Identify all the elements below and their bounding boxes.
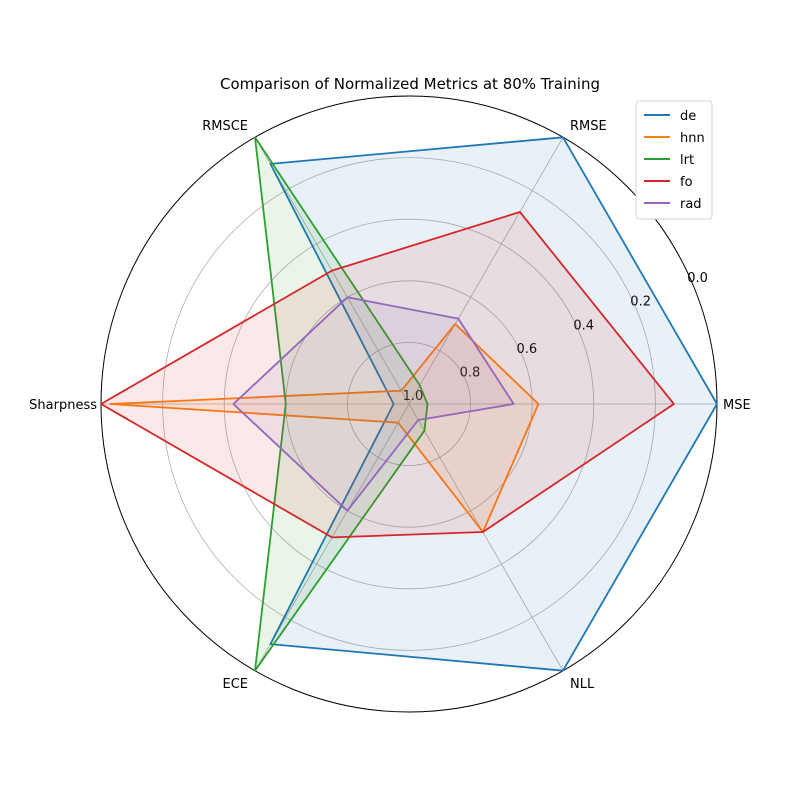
radial-grid: 0.0 0.2 0.4 0.6 0.8 1.0 [100,95,718,713]
radial-tick-label: 0.2 [630,295,651,310]
radial-tick-label: 0.6 [516,342,537,357]
legend: de hnn lrt fo rad [635,100,713,220]
series-line-lrt [254,136,429,672]
axis-label-rmse: RMSE [570,119,607,134]
legend-frame [635,100,713,220]
axis-label-nll: NLL [570,677,595,692]
series-fill-hnn [110,324,539,532]
series-lrt [254,136,429,672]
axis-label-ece: ECE [222,677,248,692]
axis-labels: MSE RMSE RMSCE Sharpness ECE NLL [29,119,751,692]
series-fill-fo [101,212,674,538]
legend-label-de: de [680,109,696,124]
series-line-de [269,136,718,672]
series-de [269,136,718,672]
grid-spoke [408,403,564,671]
series-fo [100,211,675,539]
series-fill-lrt [255,137,428,671]
radial-tick-label: 0.8 [460,365,481,380]
legend-label-lrt: lrt [680,153,694,168]
radial-tick-label: 1.0 [403,389,424,404]
legend-label-rad: rad [680,197,702,212]
chart-title: Comparison of Normalized Metrics at 80% … [220,75,600,93]
grid-spoke [408,137,564,405]
axis-label-rmsce: RMSCE [202,119,248,134]
series-layer [100,136,718,672]
series-fill-de [270,137,717,671]
legend-label-hnn: hnn [680,131,705,146]
axis-label-sharpness: Sharpness [29,398,97,413]
axis-label-mse: MSE [723,398,751,413]
legend-label-fo: fo [680,175,693,190]
series-line-fo [100,211,675,539]
series-rad [232,296,515,512]
series-line-rad [232,296,515,512]
radial-tick-label: 0.4 [573,318,594,333]
series-fill-rad [233,297,514,511]
radial-tick-label: 0.0 [687,271,708,286]
